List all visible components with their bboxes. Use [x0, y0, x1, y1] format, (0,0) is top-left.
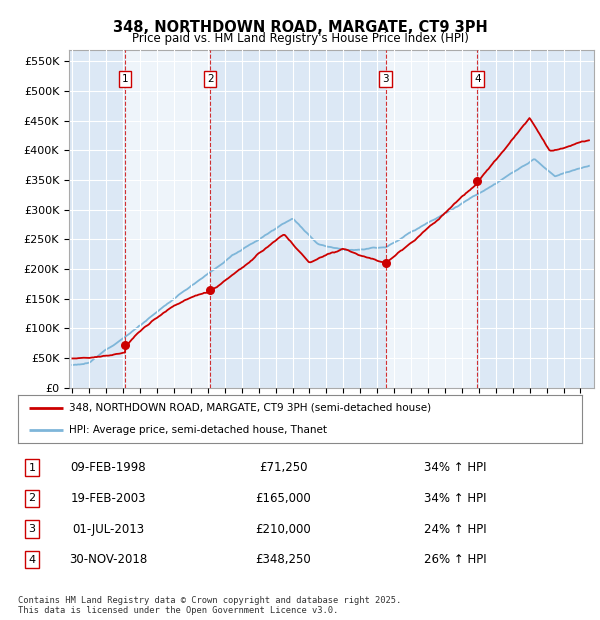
Text: 3: 3 [382, 74, 389, 84]
Text: 09-FEB-1998: 09-FEB-1998 [70, 461, 146, 474]
Text: 30-NOV-2018: 30-NOV-2018 [69, 553, 148, 566]
Point [205, 285, 215, 294]
Text: Price paid vs. HM Land Registry's House Price Index (HPI): Price paid vs. HM Land Registry's House … [131, 32, 469, 45]
Text: 4: 4 [474, 74, 481, 84]
Point [473, 176, 482, 186]
Text: 2: 2 [207, 74, 214, 84]
Text: £210,000: £210,000 [255, 523, 311, 536]
Text: 1: 1 [29, 463, 35, 472]
Text: 19-FEB-2003: 19-FEB-2003 [70, 492, 146, 505]
Text: 348, NORTHDOWN ROAD, MARGATE, CT9 3PH (semi-detached house): 348, NORTHDOWN ROAD, MARGATE, CT9 3PH (s… [69, 403, 431, 413]
Text: 1: 1 [122, 74, 128, 84]
Text: £165,000: £165,000 [255, 492, 311, 505]
Text: Contains HM Land Registry data © Crown copyright and database right 2025.
This d: Contains HM Land Registry data © Crown c… [18, 596, 401, 615]
Text: 26% ↑ HPI: 26% ↑ HPI [424, 553, 487, 566]
Bar [386, 50, 478, 388]
Text: HPI: Average price, semi-detached house, Thanet: HPI: Average price, semi-detached house,… [69, 425, 327, 435]
Bar [125, 50, 210, 388]
Text: 348, NORTHDOWN ROAD, MARGATE, CT9 3PH: 348, NORTHDOWN ROAD, MARGATE, CT9 3PH [113, 20, 487, 35]
Text: 4: 4 [29, 555, 35, 565]
Text: £348,250: £348,250 [255, 553, 311, 566]
Text: 24% ↑ HPI: 24% ↑ HPI [424, 523, 487, 536]
Point [120, 340, 130, 350]
Text: £71,250: £71,250 [259, 461, 307, 474]
Text: 34% ↑ HPI: 34% ↑ HPI [424, 492, 487, 505]
Text: 3: 3 [29, 524, 35, 534]
Point [381, 258, 391, 268]
Text: 2: 2 [29, 494, 35, 503]
Text: 01-JUL-2013: 01-JUL-2013 [72, 523, 145, 536]
Text: 34% ↑ HPI: 34% ↑ HPI [424, 461, 487, 474]
